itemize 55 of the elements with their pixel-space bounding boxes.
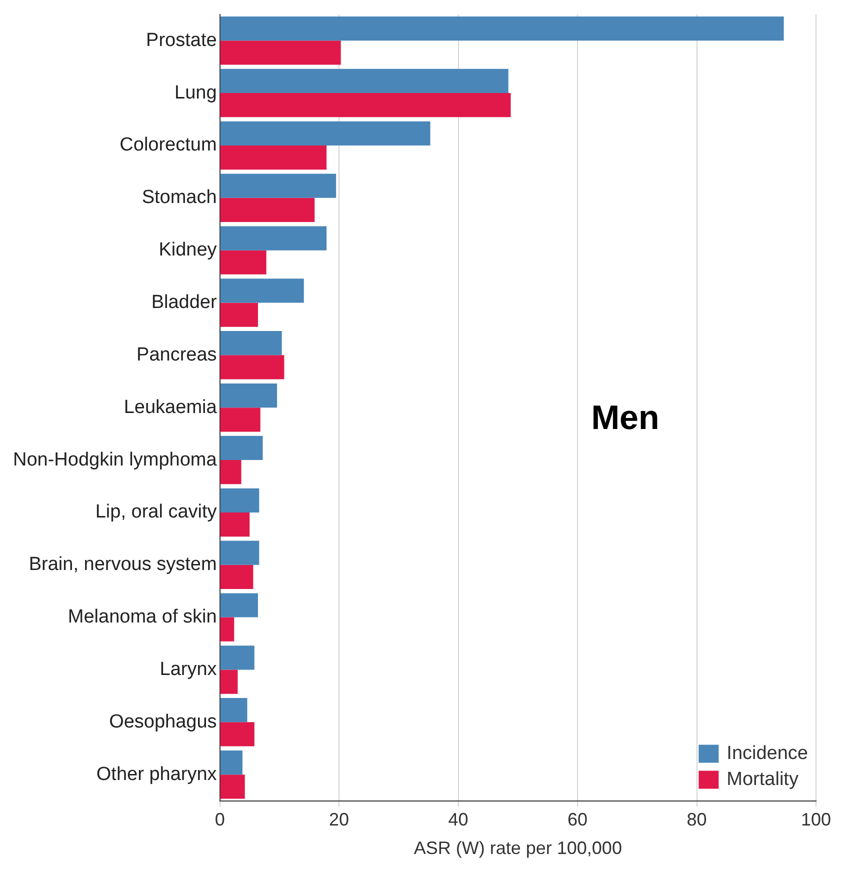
y-tick-label: Lip, oral cavity	[95, 502, 218, 523]
bar	[220, 174, 336, 198]
bar	[220, 198, 315, 222]
bar	[220, 488, 260, 512]
bar	[220, 145, 327, 170]
x-tick-label: 60	[568, 810, 588, 830]
bar	[220, 646, 254, 670]
annotation: Men	[591, 398, 660, 437]
x-tick-label: 0	[214, 810, 225, 830]
bar	[220, 68, 508, 94]
x-axis-title: ASR (W) rate per 100,000	[414, 838, 622, 858]
bar	[220, 617, 234, 642]
bar	[220, 383, 278, 408]
x-tick-label: 40	[448, 810, 468, 830]
bar	[220, 250, 266, 274]
y-tick-label: Colorectum	[120, 134, 217, 156]
bar	[220, 436, 263, 460]
bar	[220, 774, 245, 799]
bar	[220, 302, 258, 327]
bar	[220, 355, 284, 380]
y-tick-label: Non-Hodgkin lymphoma	[12, 449, 218, 470]
bar	[220, 460, 242, 484]
y-tick-label: Prostate	[146, 30, 217, 51]
y-tick-label: Stomach	[142, 187, 217, 208]
y-tick-label: Leukaemia	[124, 396, 218, 418]
bar	[220, 93, 511, 118]
y-tick-label: Lung	[174, 82, 217, 104]
x-tick-label: 20	[329, 810, 350, 830]
y-tick-label: Kidney	[158, 240, 218, 261]
y-tick-label: Oesophagus	[109, 711, 217, 732]
x-tick-label: 100	[800, 810, 832, 830]
bar	[220, 670, 238, 694]
bar	[220, 540, 260, 565]
bar	[220, 564, 254, 589]
legend-label: Incidence	[726, 743, 808, 764]
x-tick-label: 80	[686, 810, 707, 830]
y-tick-label: Larynx	[160, 658, 218, 680]
y-tick-label: Brain, nervous system	[28, 554, 217, 576]
bar	[220, 40, 341, 65]
y-tick-label: Other pharynx	[96, 764, 218, 785]
bar	[220, 226, 327, 250]
bar	[220, 278, 304, 303]
bar	[220, 121, 430, 146]
y-tick-label: Bladder	[151, 292, 218, 313]
y-tick-label: Pancreas	[136, 344, 217, 366]
bar	[220, 722, 254, 746]
bar	[220, 593, 258, 618]
bar	[220, 512, 250, 537]
bar	[220, 16, 784, 41]
bar	[220, 698, 248, 722]
bar	[220, 331, 282, 356]
bar	[220, 750, 242, 775]
bar	[220, 408, 260, 432]
y-tick-label: Melanoma of skin	[68, 606, 217, 628]
legend-label: Mortality	[726, 769, 799, 790]
